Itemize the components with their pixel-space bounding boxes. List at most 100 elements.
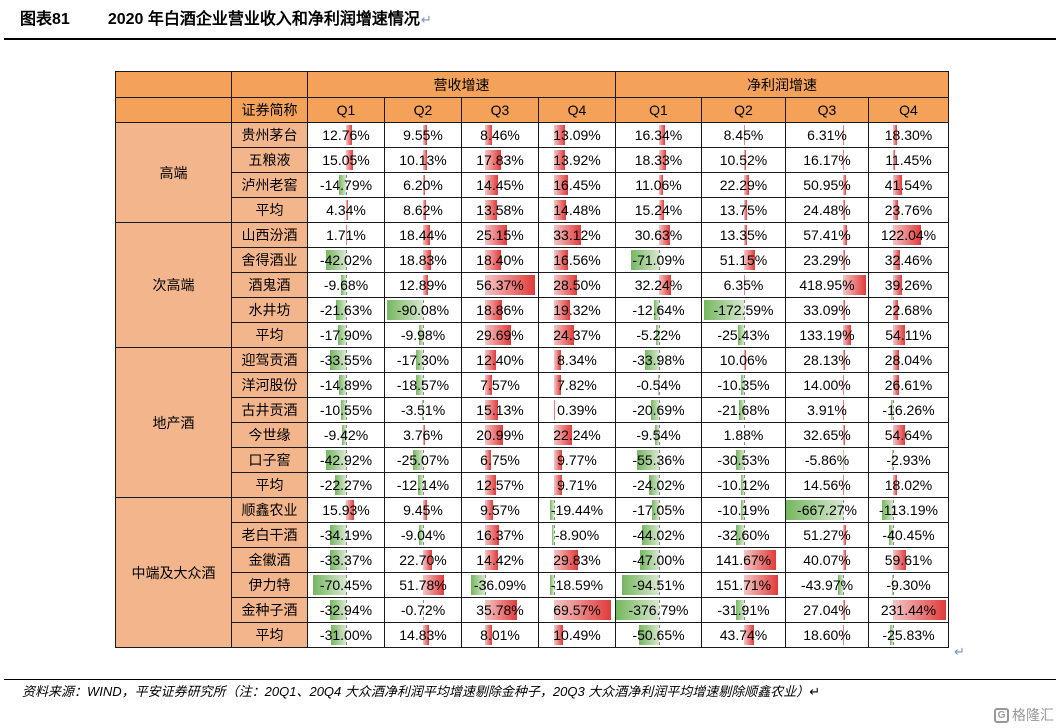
growth-value-cell: 6.31% bbox=[785, 122, 869, 148]
data-bar bbox=[484, 600, 517, 620]
table-row: 五粮液 15.05% 10.13% 17.83% 13.92% 18.33% 10.52% 1… bbox=[116, 147, 949, 173]
data-bar bbox=[891, 400, 893, 420]
growth-value: 11.06% bbox=[635, 177, 682, 193]
data-bar bbox=[743, 225, 747, 245]
axis-line bbox=[743, 300, 745, 320]
data-bar bbox=[554, 375, 561, 395]
growth-value: 24.48% bbox=[803, 202, 851, 218]
security-name-cell: 老白干酒 bbox=[231, 522, 308, 548]
growth-value: 29.69% bbox=[476, 327, 524, 343]
growth-value: 32.65% bbox=[803, 427, 851, 443]
data-bar bbox=[484, 525, 500, 545]
growth-value-cell: 41.54% bbox=[868, 172, 949, 198]
growth-value: 30.63% bbox=[634, 227, 683, 243]
growth-value-cell: 18.60% bbox=[785, 622, 869, 648]
growth-value: 133.19% bbox=[799, 327, 855, 343]
data-bar bbox=[423, 200, 427, 220]
data-bar bbox=[346, 150, 354, 170]
growth-value-cell: -9.54% bbox=[615, 422, 702, 448]
data-bar bbox=[743, 625, 754, 645]
growth-value-cell: 0.39% bbox=[538, 397, 616, 423]
data-bar bbox=[786, 500, 844, 520]
data-bar bbox=[658, 150, 666, 170]
growth-value: 8.46% bbox=[480, 127, 520, 143]
growth-value-cell: 6.20% bbox=[384, 172, 462, 198]
growth-value-cell: 10.13% bbox=[384, 147, 462, 173]
axis-line bbox=[423, 375, 424, 395]
data-bar bbox=[346, 125, 353, 145]
growth-value: 14.83% bbox=[399, 627, 447, 643]
data-bar bbox=[658, 125, 665, 145]
growth-value: 15.05% bbox=[322, 152, 370, 168]
quarter-header-profit-q4: Q4 bbox=[868, 97, 949, 123]
data-bar bbox=[554, 150, 566, 170]
growth-value-cell: -94.51% bbox=[615, 572, 702, 598]
growth-value-cell: -71.09% bbox=[615, 247, 702, 273]
growth-value-cell: -18.59% bbox=[538, 572, 616, 598]
security-name-cell: 顺鑫农业 bbox=[231, 497, 308, 523]
axis-line bbox=[346, 250, 347, 270]
growth-value-cell: 54.64% bbox=[868, 422, 949, 448]
data-bar bbox=[423, 250, 431, 270]
growth-value-cell: 7.82% bbox=[538, 372, 616, 398]
data-bar bbox=[423, 425, 425, 445]
axis-line bbox=[658, 550, 660, 570]
data-bar bbox=[484, 325, 512, 345]
growth-value: 14.42% bbox=[476, 552, 524, 568]
growth-value: -90.08% bbox=[396, 302, 450, 318]
growth-value-cell: -25.43% bbox=[701, 322, 786, 348]
data-bar bbox=[843, 300, 846, 320]
axis-line bbox=[743, 325, 745, 345]
growth-value: -113.19% bbox=[879, 502, 938, 518]
growth-value-cell: 8.62% bbox=[384, 197, 462, 223]
growth-value-cell: 15.24% bbox=[615, 197, 702, 223]
watermark-text: 格隆汇 bbox=[1012, 707, 1054, 723]
table-row: 平均 4.34% 8.62% 13.58% 14.48% 15.24% 13.75% 24.4… bbox=[116, 197, 949, 223]
security-name-cell: 古井贡酒 bbox=[231, 397, 308, 423]
growth-value-cell: 57.41% bbox=[785, 222, 869, 248]
growth-value: -47.00% bbox=[632, 552, 685, 568]
growth-value: 1.88% bbox=[723, 427, 764, 443]
table-row: 金种子酒 -32.94% -0.72% 35.78% 69.57% -376.79% -31… bbox=[116, 597, 949, 623]
security-name-cell: 平均 bbox=[231, 622, 308, 648]
growth-value-cell: -10.35% bbox=[701, 372, 786, 398]
growth-value-cell: 141.67% bbox=[701, 547, 786, 573]
growth-value-cell: -42.92% bbox=[307, 447, 385, 473]
growth-value: -32.60% bbox=[717, 527, 770, 543]
quarter-header-profit-q2: Q2 bbox=[701, 97, 786, 123]
table-row: 泸州老窖 -14.79% 6.20% 14.45% 16.45% 11.06% 22.29%… bbox=[116, 172, 949, 198]
data-bar bbox=[419, 525, 423, 545]
growth-value-cell: -70.45% bbox=[307, 572, 385, 598]
axis-line bbox=[346, 600, 347, 620]
growth-value: 28.50% bbox=[553, 277, 601, 293]
axis-line bbox=[346, 325, 347, 345]
growth-value: 9.55% bbox=[403, 127, 443, 143]
growth-value: -32.94% bbox=[319, 602, 373, 618]
growth-value: -30.53% bbox=[717, 452, 770, 468]
growth-value-cell: 33.09% bbox=[785, 297, 869, 323]
growth-value: -40.45% bbox=[882, 527, 935, 543]
growth-value-cell: -17.90% bbox=[307, 322, 385, 348]
corner-cell bbox=[115, 71, 232, 98]
growth-value-cell: 27.04% bbox=[785, 597, 869, 623]
growth-value: -33.37% bbox=[319, 552, 373, 568]
growth-value: -12.14% bbox=[396, 477, 450, 493]
axis-line bbox=[892, 575, 894, 595]
axis-line bbox=[423, 475, 424, 495]
data-bar bbox=[341, 275, 346, 295]
growth-value-cell: 16.37% bbox=[461, 522, 539, 548]
axis-line bbox=[892, 500, 894, 520]
axis-line bbox=[892, 525, 894, 545]
axis-line bbox=[658, 575, 660, 595]
axis-line bbox=[554, 400, 556, 420]
growth-value-cell: -32.60% bbox=[701, 522, 786, 548]
data-bar bbox=[741, 500, 744, 520]
growth-value: 59.61% bbox=[884, 552, 933, 568]
growth-value-cell: 18.33% bbox=[615, 147, 702, 173]
data-bar bbox=[554, 625, 563, 645]
growth-value: -50.65% bbox=[632, 627, 685, 643]
axis-line bbox=[346, 350, 347, 370]
growth-value: 41.54% bbox=[884, 177, 933, 193]
data-bar bbox=[421, 400, 423, 420]
growth-value-cell: -31.00% bbox=[307, 622, 385, 648]
